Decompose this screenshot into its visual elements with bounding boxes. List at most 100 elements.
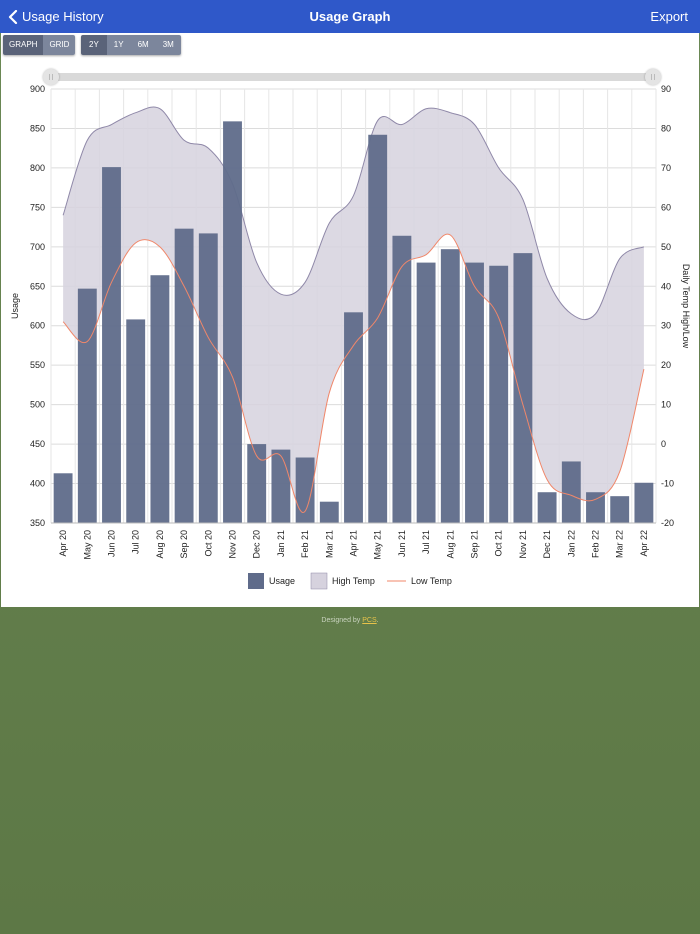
usage-bar (198, 233, 218, 524)
x-tick-label: Jun 20 (107, 530, 117, 557)
usage-bar (319, 501, 339, 523)
x-tick-label: May 21 (373, 530, 383, 560)
graph-panel: GRAPH GRID 2Y 1Y 6M 3M 350 400 450 500 550 60… (1, 33, 699, 607)
y-tick-label: 750 (30, 202, 45, 212)
y-tick-label: 900 (30, 84, 45, 94)
grid-view-button[interactable]: GRID (43, 35, 76, 55)
y2-axis-title: Daily Temp High/Low (681, 264, 691, 349)
y2-tick-label: 60 (661, 202, 671, 212)
usage-bar (489, 265, 509, 523)
y2-tick-label: 20 (661, 360, 671, 370)
usage-bar (271, 449, 291, 523)
legend-label-low-temp: Low Temp (411, 576, 452, 586)
back-button[interactable]: Usage History (8, 0, 104, 33)
usage-bar (295, 457, 315, 523)
pcs-link[interactable]: PCS (362, 617, 377, 624)
usage-bar (344, 312, 363, 523)
y-tick-label: 650 (30, 281, 45, 291)
range-1y-button[interactable]: 1Y (106, 35, 131, 55)
y-tick-label: 500 (30, 400, 45, 410)
usage-bar (440, 249, 460, 523)
y2-tick-label: 40 (661, 281, 671, 291)
usage-chart: 350400450500550600650700750800850900-20-… (10, 84, 691, 590)
range-selector: 2Y 1Y 6M 3M (81, 35, 181, 55)
y-axis-title: Usage (10, 293, 20, 319)
usage-bar (586, 492, 605, 523)
range-3m-button[interactable]: 3M (155, 35, 181, 55)
footer-prefix: Designed by (321, 617, 363, 624)
footer-credit: Designed by PCS. (0, 617, 700, 624)
y-tick-label: 850 (30, 123, 45, 133)
y-tick-label: 450 (30, 439, 45, 449)
range-2y-button[interactable]: 2Y (81, 35, 107, 55)
usage-bar (150, 275, 170, 523)
high-temp-line (62, 106, 645, 321)
x-tick-label: Apr 21 (349, 530, 359, 557)
range-6m-button[interactable]: 6M (130, 35, 156, 55)
view-toggle: GRAPH GRID (3, 35, 76, 55)
x-tick-label: May 20 (82, 530, 92, 560)
y2-tick-label: 90 (661, 84, 671, 94)
y-tick-label: 600 (30, 321, 45, 331)
usage-bar (634, 482, 654, 523)
date-range-slider[interactable] (43, 69, 661, 85)
x-tick-label: Aug 20 (155, 530, 165, 559)
x-tick-label: Jul 20 (131, 530, 141, 554)
y-tick-label: 700 (30, 242, 45, 252)
usage-bar (416, 262, 436, 523)
x-tick-label: Jun 21 (397, 530, 407, 557)
usage-bar (53, 473, 73, 523)
usage-bar (368, 134, 388, 523)
x-tick-label: Oct 21 (494, 530, 504, 557)
usage-bar (77, 288, 97, 523)
usage-bar (174, 228, 194, 523)
y-tick-label: 800 (30, 163, 45, 173)
slider-start-handle[interactable] (43, 69, 59, 85)
high-temp-area (63, 107, 644, 513)
usage-bar (537, 492, 557, 523)
x-tick-label: Feb 22 (591, 530, 601, 558)
y2-tick-label: -20 (661, 518, 674, 528)
y-tick-label: 350 (30, 518, 45, 528)
x-tick-label: Apr 22 (639, 530, 649, 557)
legend-label-usage: Usage (269, 576, 295, 586)
y2-tick-label: 0 (661, 439, 666, 449)
y2-tick-label: -10 (661, 479, 674, 489)
x-tick-label: Jan 22 (566, 530, 576, 557)
usage-bar (561, 461, 581, 523)
footer-suffix: . (376, 617, 379, 624)
legend-label-high-temp: High Temp (332, 576, 375, 586)
usage-bar (392, 235, 412, 523)
graph-view-button[interactable]: GRAPH (3, 35, 44, 55)
x-tick-label: Sep 21 (470, 530, 480, 559)
x-tick-label: Sep 20 (179, 530, 189, 559)
low-temp-line (62, 233, 645, 513)
x-tick-label: Oct 20 (203, 530, 213, 557)
y2-tick-label: 70 (661, 163, 671, 173)
usage-bar (513, 253, 533, 523)
x-tick-label: Mar 22 (615, 530, 625, 558)
back-button-label: Usage History (22, 9, 104, 24)
y2-tick-label: 80 (661, 123, 671, 133)
usage-bar (610, 496, 630, 523)
x-tick-label: Aug 21 (445, 530, 455, 559)
legend-swatch-high-temp (310, 572, 328, 590)
usage-bar (223, 121, 242, 524)
usage-bar (247, 444, 267, 523)
page-title: Usage Graph (309, 9, 391, 24)
export-button[interactable]: Export (650, 9, 688, 24)
x-tick-label: Feb 21 (300, 530, 310, 558)
y-tick-label: 400 (30, 479, 45, 489)
y2-tick-label: 10 (661, 400, 671, 410)
legend-swatch-usage (248, 573, 264, 589)
chevron-left-icon (8, 9, 18, 24)
x-tick-label: Jul 21 (421, 530, 431, 554)
usage-bar (465, 262, 484, 523)
y2-tick-label: 30 (661, 321, 671, 331)
usage-bar (126, 319, 146, 523)
x-tick-label: Nov 20 (228, 530, 238, 559)
slider-end-handle[interactable] (645, 69, 661, 85)
x-tick-label: Dec 20 (252, 530, 262, 559)
top-navigation-bar: Usage History Usage Graph Export (0, 0, 700, 33)
y-tick-label: 550 (30, 360, 45, 370)
